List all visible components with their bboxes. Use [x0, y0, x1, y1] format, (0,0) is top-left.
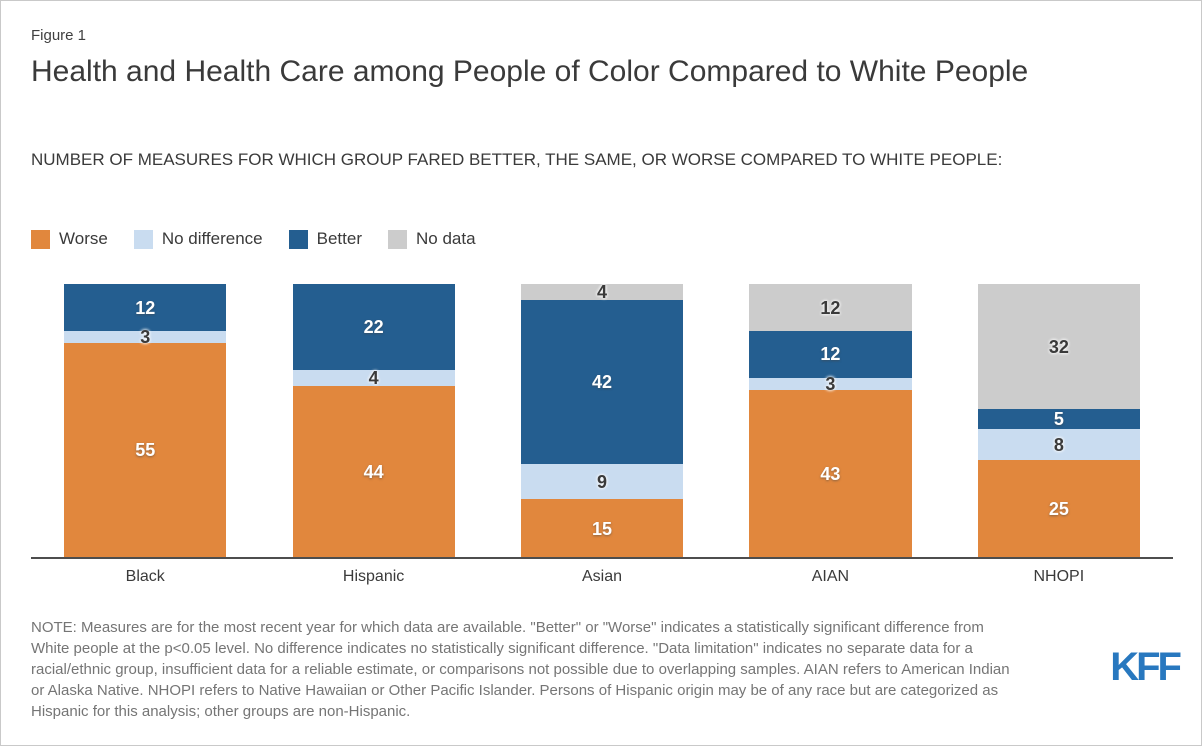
bar-segment: 32	[977, 284, 1140, 410]
footnote-line: or Alaska Native. NHOPI refers to Native…	[31, 682, 999, 699]
bar-segment: 22	[292, 284, 455, 371]
bar-segment-value: 55	[135, 440, 156, 461]
figure-label: Figure 1	[31, 27, 87, 44]
bar-segment: 3	[749, 373, 912, 394]
legend-swatch	[387, 229, 407, 249]
bar-segment: 12	[749, 330, 912, 378]
bar-segment: 43	[749, 389, 912, 558]
category-labels: Black Hispanic Asian AIAN NHOPI	[31, 568, 1173, 586]
bar-segment-value: 15	[592, 518, 613, 539]
bar-asian: 15 9 42 4	[520, 281, 684, 558]
bar-segment: 4	[520, 281, 684, 302]
bar-column-nhopi: 25 8 5 32	[945, 284, 1173, 558]
x-axis-line	[31, 557, 1173, 559]
bar-black: 55 3 12	[64, 284, 227, 558]
bar-segment-value: 9	[597, 471, 608, 492]
footnote-line: White people at the p<0.05 level. No dif…	[31, 640, 973, 657]
bar-segment: 42	[520, 299, 684, 465]
legend-item: Worse	[31, 229, 108, 249]
legend-swatch	[288, 229, 308, 249]
bar-segment-value: 4	[368, 367, 379, 388]
bar-segment-value: 12	[820, 297, 841, 318]
bar-segment-value: 42	[592, 371, 613, 392]
legend-item: No data	[387, 229, 476, 249]
bar-hispanic: 44 4 22	[292, 284, 455, 558]
bar-segment-value: 25	[1048, 499, 1069, 520]
kff-logo: KFF	[1110, 645, 1182, 689]
bar-segment-value: 3	[140, 326, 151, 347]
bar-segment: 5	[977, 409, 1140, 430]
category-label-black: Black	[125, 568, 165, 585]
legend-item: Better	[288, 229, 362, 249]
bar-segment-value: 43	[820, 463, 841, 484]
bar-segment: 15	[520, 499, 684, 558]
bar-segment-value: 8	[1053, 434, 1064, 455]
chart-title: Health and Health Care among People of C…	[31, 55, 1029, 88]
bar-column-black: 55 3 12	[31, 284, 259, 558]
footnote-line: racial/ethnic group, insufficient data f…	[31, 661, 1010, 678]
bar-segment: 9	[520, 464, 684, 500]
legend-label: Worse	[59, 229, 108, 248]
bar-column-asian: 15 9 42 4	[488, 281, 716, 558]
category-label-hispanic: Hispanic	[342, 568, 405, 585]
chart-area: 55 3 12 44 4 22 15 9 42 4 43 3 12 12 25 8 5 32	[31, 281, 1173, 558]
category-label-aian: AIAN	[811, 568, 850, 585]
footnote-line: NOTE: Measures are for the most recent y…	[31, 619, 984, 636]
chart-subtitle: NUMBER OF MEASURES FOR WHICH GROUP FARED…	[31, 150, 1003, 169]
bar-aian: 43 3 12 12	[749, 284, 912, 558]
bar-segment: 25	[977, 460, 1140, 558]
category-label-nhopi: NHOPI	[1033, 568, 1085, 585]
bar-segment: 55	[64, 342, 227, 558]
bar-segment-value: 4	[597, 281, 608, 302]
bar-segment: 44	[292, 385, 455, 558]
footnote: NOTE: Measures are for the most recent y…	[31, 617, 1010, 722]
bar-nhopi: 25 8 5 32	[977, 284, 1140, 558]
legend: Worse No difference Better No data	[31, 229, 502, 249]
bar-column-hispanic: 44 4 22	[259, 284, 487, 558]
bar-segment: 4	[292, 367, 455, 388]
bar-segment: 12	[749, 284, 912, 331]
bar-segment-value: 32	[1048, 336, 1069, 357]
legend-swatch	[31, 229, 50, 249]
bar-segment-value: 44	[363, 461, 384, 482]
legend-label: Better	[316, 229, 362, 248]
bar-segment-value: 12	[135, 297, 156, 318]
legend-label: No data	[415, 229, 476, 248]
bar-segment-value: 22	[363, 317, 384, 338]
legend-swatch	[133, 229, 153, 249]
legend-item: No difference	[133, 229, 263, 249]
bar-segment-value: 12	[820, 344, 841, 365]
bar-segment: 8	[977, 428, 1140, 461]
legend-label: No difference	[161, 229, 263, 248]
bar-segment-value: 5	[1053, 409, 1064, 430]
bar-column-aian: 43 3 12 12	[716, 284, 944, 558]
bar-segment-value: 3	[825, 373, 836, 394]
footnote-line: Hispanic for this analysis; other groups…	[31, 703, 411, 720]
bar-segment: 12	[64, 284, 227, 331]
category-label-asian: Asian	[582, 568, 623, 585]
bar-segment: 3	[64, 326, 227, 347]
